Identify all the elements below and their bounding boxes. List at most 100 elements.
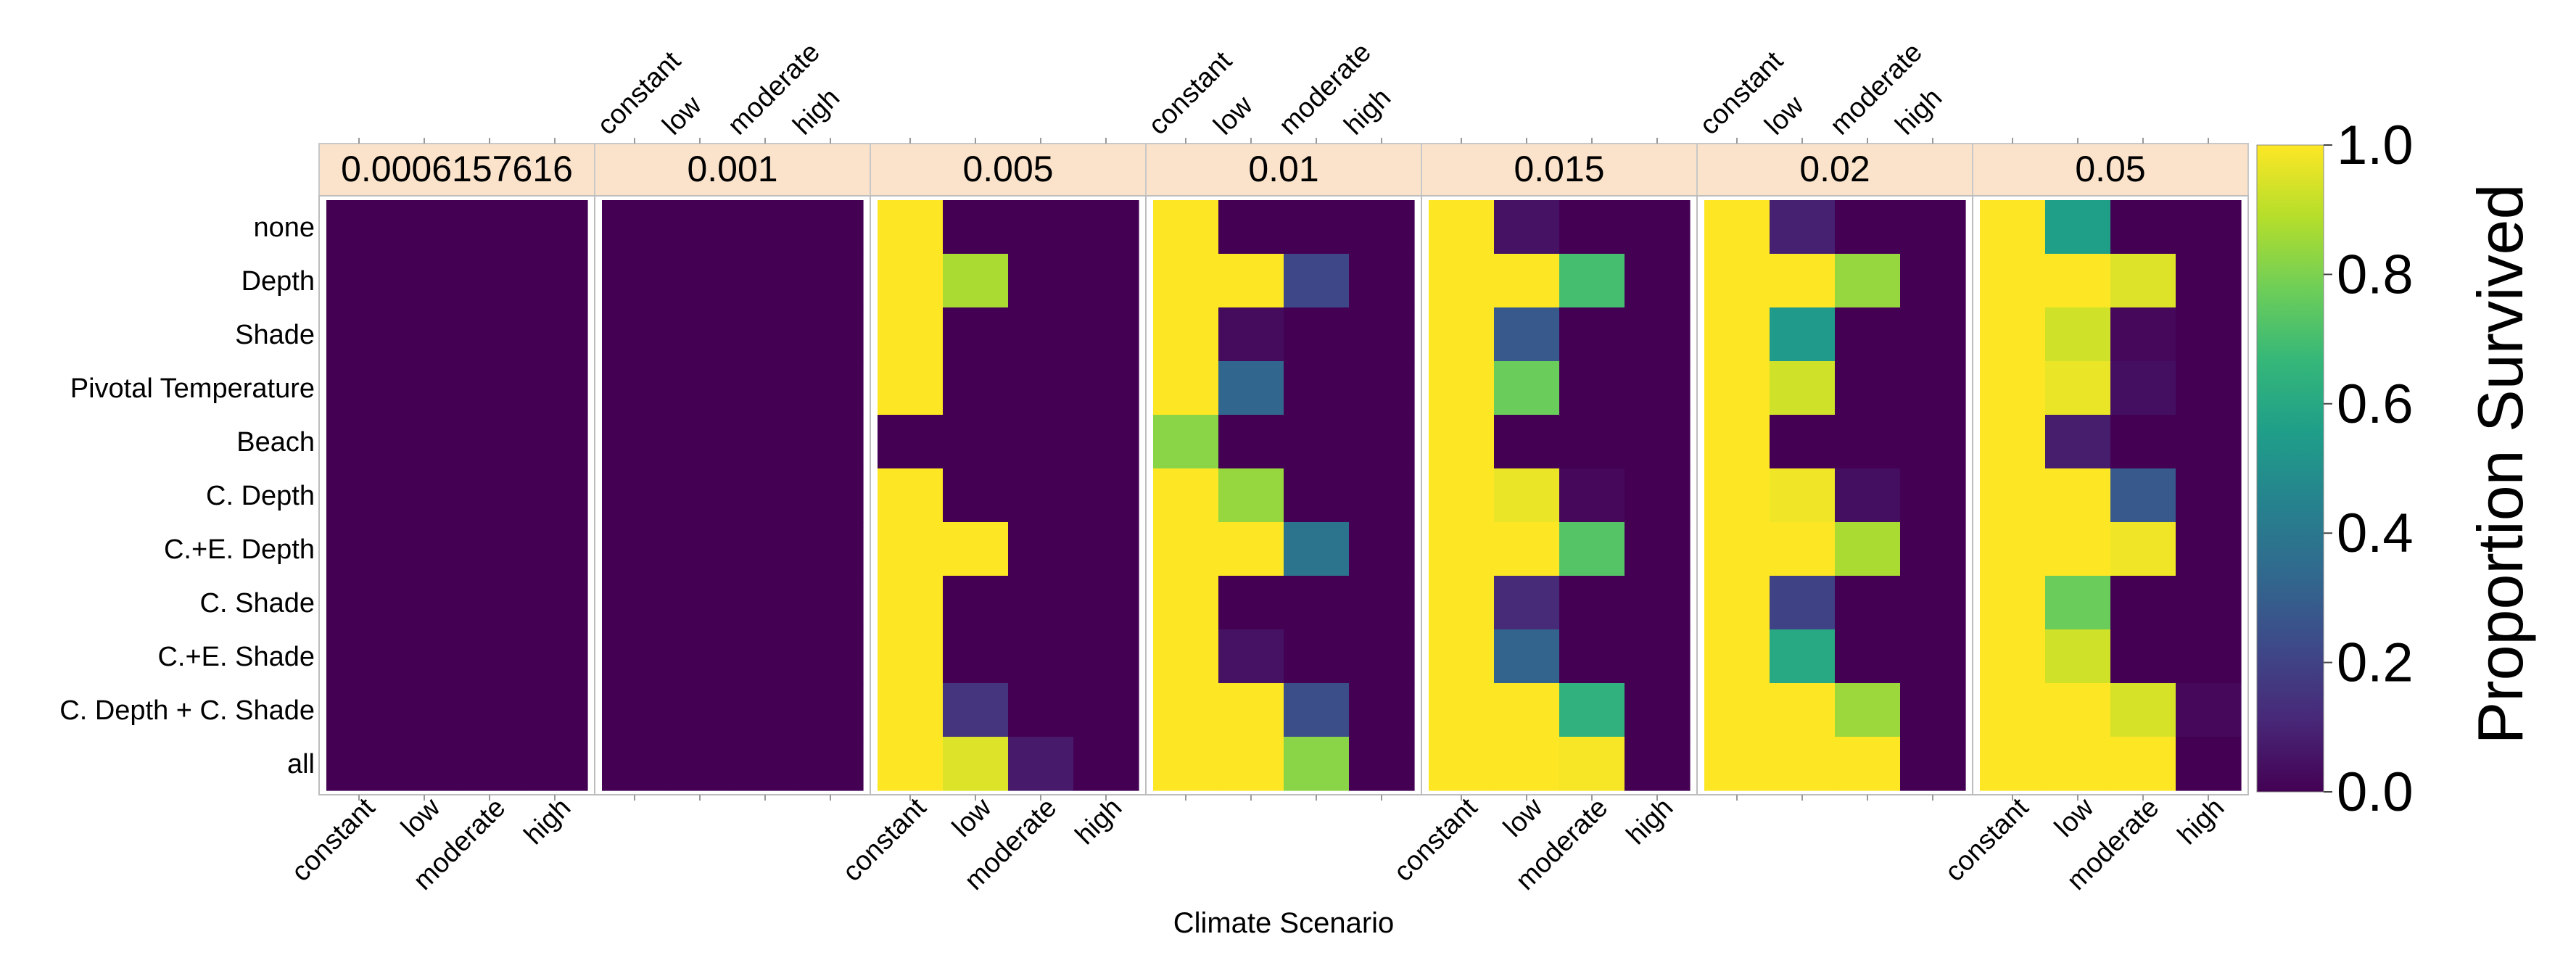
heatmap-cell-c-e-depth-high xyxy=(1900,522,1966,576)
heatmap-cell-depth-high xyxy=(1900,254,1966,308)
heatmap-cell-none-low xyxy=(1218,200,1284,255)
heatmap-cell-c-e-depth-low xyxy=(392,522,458,576)
heatmap-cell-beach-low xyxy=(1770,415,1836,469)
heatmap-cell-shade-high xyxy=(2176,307,2242,362)
heatmap-cell-shade-low xyxy=(1218,307,1284,362)
heatmap-cell-shade-high xyxy=(798,307,864,362)
heatmap-cell-c-e-depth-low xyxy=(943,522,1009,576)
heatmap-cell-c-depth-c-shade-constant xyxy=(1980,683,2046,737)
heatmap-cell-c-e-shade-moderate xyxy=(2110,629,2176,684)
heatmap-cell-depth-low xyxy=(943,254,1009,308)
heatmap-cell-none-high xyxy=(2176,200,2242,255)
scenario-label-top-high: high xyxy=(788,83,846,141)
panel-0-005: 0.005 xyxy=(870,138,1147,801)
heatmap-cell-c-shade-constant xyxy=(1153,576,1219,630)
heatmap-cell-c-e-depth-low xyxy=(1770,522,1836,576)
heatmap-cell-pivotal-temperature-moderate xyxy=(457,361,523,416)
heatmap-cell-pivotal-temperature-moderate xyxy=(1008,361,1074,416)
heatmap-cell-none-high xyxy=(522,200,588,255)
panel-header-label: 0.01 xyxy=(1248,149,1318,189)
heatmap-cell-depth-moderate xyxy=(1559,254,1625,308)
heatmap-cell-c-depth-c-shade-high xyxy=(1349,683,1415,737)
heatmap-cell-depth-constant xyxy=(326,254,392,308)
heatmap-cell-c-e-shade-constant xyxy=(1153,629,1219,684)
heatmap-cell-c-depth-c-shade-constant xyxy=(1704,683,1770,737)
heatmap-cell-all-constant xyxy=(878,737,944,791)
heatmap-cell-shade-low xyxy=(943,307,1009,362)
colorbar-tick-label: 0.8 xyxy=(2337,244,2414,305)
panel-header xyxy=(1145,143,1422,197)
heatmap-cell-c-shade-moderate xyxy=(1008,576,1074,630)
heatmap-cell-pivotal-temperature-high xyxy=(1900,361,1966,416)
heatmap-cell-c-e-depth-moderate xyxy=(2110,522,2176,576)
heatmap-cell-c-e-depth-low xyxy=(1494,522,1560,576)
heatmap-cell-shade-low xyxy=(667,307,733,362)
heatmap-cell-none-low xyxy=(1770,200,1836,255)
heatmap-cell-c-depth-high xyxy=(1900,468,1966,523)
heatmap-cell-c-depth-c-shade-high xyxy=(2176,683,2242,737)
heatmap-cell-all-low xyxy=(1494,737,1560,791)
heatmap-cell-c-e-depth-high xyxy=(1073,522,1139,576)
heatmap-cell-pivotal-temperature-low xyxy=(2045,361,2111,416)
heatmap-cell-c-e-depth-high xyxy=(1349,522,1415,576)
heatmap-cell-c-shade-low xyxy=(943,576,1009,630)
heatmap-cell-pivotal-temperature-low xyxy=(1218,361,1284,416)
heatmap-cell-pivotal-temperature-low xyxy=(943,361,1009,416)
row-label-c-e-depth: C.+E. Depth xyxy=(164,534,315,565)
scenario-label-top-high: high xyxy=(1890,83,1948,141)
heatmap-cell-c-depth-c-shade-moderate xyxy=(732,683,798,737)
heatmap-cell-c-depth-constant xyxy=(1153,468,1219,523)
facet-panels: 0.0006157616 0.001 0.005 0.01 0.015 0.02 0.05 xyxy=(318,138,2249,801)
heatmap-cell-beach-constant xyxy=(1704,415,1770,469)
heatmap-cell-c-shade-moderate xyxy=(1559,576,1625,630)
heatmap-cell-c-e-depth-high xyxy=(1625,522,1690,576)
heatmap-cell-beach-high xyxy=(1900,415,1966,469)
heatmap-cell-c-e-shade-low xyxy=(392,629,458,684)
heatmap-cell-depth-moderate xyxy=(457,254,523,308)
panel-header-label: 0.005 xyxy=(962,149,1053,189)
heatmap-cell-depth-high xyxy=(1349,254,1415,308)
heatmap-cell-beach-high xyxy=(1625,415,1690,469)
heatmap-cell-shade-constant xyxy=(1429,307,1495,362)
heatmap-cell-c-e-depth-high xyxy=(522,522,588,576)
heatmap-cell-all-moderate xyxy=(1008,737,1074,791)
heatmap-cell-shade-constant xyxy=(602,307,668,362)
heatmap-cell-pivotal-temperature-moderate xyxy=(1835,361,1901,416)
heatmap-cell-shade-high xyxy=(1625,307,1690,362)
heatmap-cell-depth-low xyxy=(2045,254,2111,308)
heatmap-cell-beach-moderate xyxy=(1559,415,1625,469)
heatmap-cell-c-depth-high xyxy=(2176,468,2242,523)
heatmap-cell-beach-low xyxy=(667,415,733,469)
heatmap-cell-pivotal-temperature-constant xyxy=(602,361,668,416)
heatmap-cell-shade-constant xyxy=(878,307,944,362)
heatmap-cell-shade-high xyxy=(1349,307,1415,362)
heatmap-cell-all-moderate xyxy=(457,737,523,791)
heatmap-cell-all-constant xyxy=(326,737,392,791)
heatmap-cell-none-high xyxy=(1073,200,1139,255)
panel-0-0006157616: 0.0006157616 xyxy=(318,138,595,801)
heatmap-cell-pivotal-temperature-moderate xyxy=(1284,361,1350,416)
scenario-label-bottom-low: low xyxy=(1498,792,1548,843)
heatmap-cell-depth-constant xyxy=(878,254,944,308)
heatmap-cell-shade-constant xyxy=(1153,307,1219,362)
heatmap-cell-pivotal-temperature-moderate xyxy=(2110,361,2176,416)
heatmap-cell-all-moderate xyxy=(2110,737,2176,791)
heatmap-cell-c-depth-low xyxy=(1494,468,1560,523)
heatmap-cell-beach-moderate xyxy=(457,415,523,469)
heatmap-cell-c-depth-constant xyxy=(878,468,944,523)
heatmap-cell-c-depth-moderate xyxy=(457,468,523,523)
heatmap-cell-all-high xyxy=(2176,737,2242,791)
heatmap-cell-depth-constant xyxy=(1153,254,1219,308)
heatmap-cell-shade-constant xyxy=(1980,307,2046,362)
heatmap-cell-shade-high xyxy=(522,307,588,362)
heatmap-cell-beach-constant xyxy=(878,415,944,469)
heatmap-cell-shade-low xyxy=(1494,307,1560,362)
heatmap-cell-none-moderate xyxy=(1284,200,1350,255)
heatmap-cell-c-shade-high xyxy=(1625,576,1690,630)
scenario-label-bottom-low: low xyxy=(946,792,997,843)
heatmap-cell-all-moderate xyxy=(1284,737,1350,791)
heatmap-cell-c-depth-low xyxy=(1770,468,1836,523)
heatmap-cell-c-depth-c-shade-low xyxy=(392,683,458,737)
heatmap-cell-shade-moderate xyxy=(1008,307,1074,362)
heatmap-cell-none-high xyxy=(1625,200,1690,255)
